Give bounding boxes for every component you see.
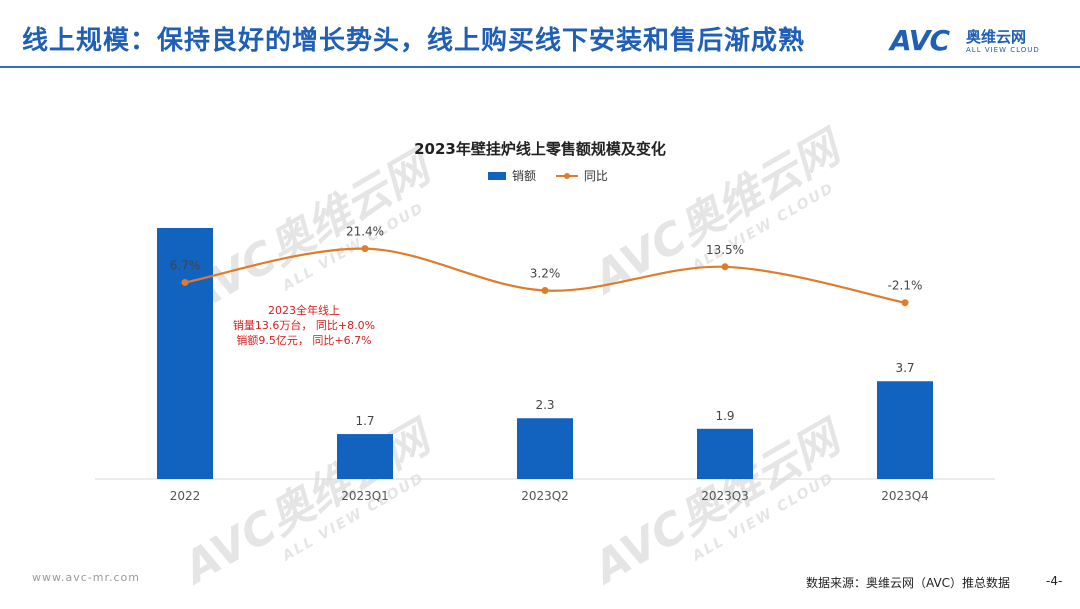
logo-chinese-name: 奥维云网 xyxy=(966,28,1027,46)
legend-label-yoy: 同比 xyxy=(583,169,608,183)
data-source: 数据来源：奥维云网（AVC）推总数据 xyxy=(806,576,1011,590)
chart-annotation: 2023全年线上 销量13.6万台， 同比+8.0% 销额9.5亿元， 同比+6… xyxy=(214,303,394,348)
page-title: 线上规模：保持良好的增长势头，线上购买线下安装和售后渐成熟 xyxy=(22,26,806,56)
bar-data-label: 1.7 xyxy=(355,414,374,428)
logo-wordmark: AVC xyxy=(890,24,950,57)
bar xyxy=(877,381,933,479)
annotation-line: 2023全年线上 xyxy=(268,304,340,317)
legend-label-sales: 销额 xyxy=(512,169,537,183)
legend-line-swatch xyxy=(555,172,578,179)
x-tick-label: 2023Q2 xyxy=(521,489,569,503)
yoy-data-label: 21.4% xyxy=(346,225,384,239)
chart-title: 2023年壁挂炉线上零售额规模及变化 xyxy=(414,140,666,158)
header-divider xyxy=(0,66,1080,68)
yoy-data-label: 6.7% xyxy=(170,258,201,272)
avc-logo: AVC 奥维云网 ALL VIEW CLOUD xyxy=(890,24,1060,60)
yoy-point xyxy=(181,278,189,286)
legend-bar-swatch xyxy=(488,171,506,180)
page-number: -4- xyxy=(1046,574,1063,588)
annotation-line: 销额9.5亿元， 同比+6.7% xyxy=(236,334,372,347)
bar-data-label: 3.7 xyxy=(895,361,914,375)
bar-data-label: 1.9 xyxy=(715,409,734,423)
x-tick-label: 2023Q4 xyxy=(881,489,929,503)
yoy-data-label: 3.2% xyxy=(530,267,561,281)
x-tick-label: 2022 xyxy=(170,489,201,503)
annotation-line: 销量13.6万台， 同比+8.0% xyxy=(232,319,376,332)
bar-data-label: 2.3 xyxy=(535,398,554,412)
yoy-point xyxy=(721,263,729,271)
x-tick-label: 2023Q3 xyxy=(701,489,749,503)
yoy-data-label: 13.5% xyxy=(706,243,744,257)
bar xyxy=(337,434,393,479)
x-tick-label: 2023Q1 xyxy=(341,489,389,503)
footer-url: www.avc-mr.com xyxy=(32,571,140,584)
yoy-point xyxy=(361,245,369,253)
yoy-data-label: -2.1% xyxy=(888,279,923,293)
yoy-point xyxy=(541,287,549,294)
bar xyxy=(697,428,753,479)
bar xyxy=(517,418,573,479)
bar xyxy=(157,228,213,479)
logo-tagline: ALL VIEW CLOUD xyxy=(966,46,1040,54)
chart-legend: 销额 同比 xyxy=(488,167,608,184)
yoy-point xyxy=(901,299,909,307)
